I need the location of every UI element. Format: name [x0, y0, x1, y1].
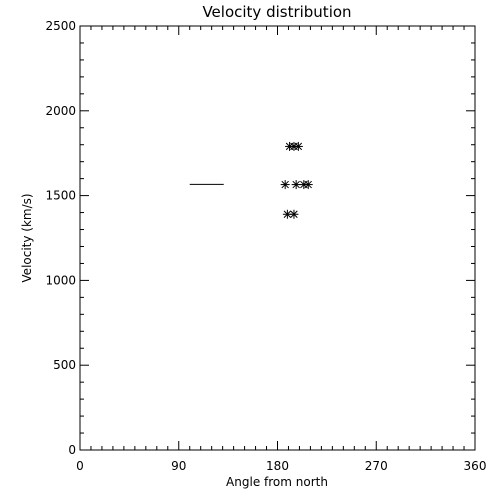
x-tick-label: 180 [266, 459, 289, 473]
y-tick-label: 1000 [45, 273, 76, 287]
y-tick-labels: 0 500 1000 1500 2000 2500 [45, 19, 76, 457]
data-points [280, 141, 313, 219]
x-tick-label: 360 [464, 459, 487, 473]
data-point [280, 180, 290, 190]
y-tick-label: 0 [68, 443, 76, 457]
data-point [291, 180, 301, 190]
y-tick-label: 2500 [45, 19, 76, 33]
x-tick-label: 0 [76, 459, 84, 473]
axis-ticks [79, 25, 476, 451]
x-axis-label: Angle from north [226, 475, 328, 489]
data-point [303, 180, 313, 190]
x-tick-labels: 0 90 180 270 360 [76, 459, 486, 473]
plot-frame [79, 25, 476, 451]
x-tick-label: 90 [171, 459, 186, 473]
data-point [289, 209, 299, 219]
y-tick-label: 500 [53, 358, 76, 372]
data-point [293, 141, 303, 151]
chart-title: Velocity distribution [202, 3, 351, 21]
y-tick-label: 1500 [45, 189, 76, 203]
y-tick-label: 2000 [45, 104, 76, 118]
x-tick-label: 270 [365, 459, 388, 473]
y-axis-label: Velocity (km/s) [20, 193, 34, 282]
